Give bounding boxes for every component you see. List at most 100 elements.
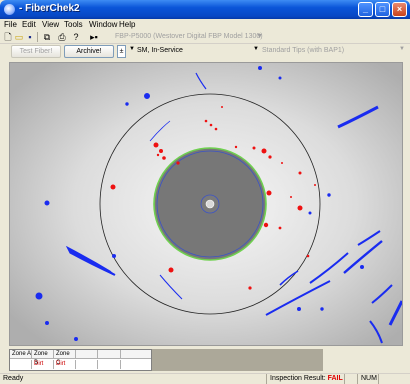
contact-zone-ring xyxy=(99,93,321,315)
print-icon[interactable]: ⎙ xyxy=(58,32,66,42)
scratch-defect xyxy=(309,252,349,284)
zone-empty-header xyxy=(76,350,98,359)
dirt-particle xyxy=(144,93,150,99)
status-bar: Ready Inspection Result: FAIL NUM xyxy=(0,373,410,384)
dirt-particle xyxy=(248,286,252,290)
zone-c-result: Dirt xyxy=(54,360,76,369)
maximize-button[interactable]: □ xyxy=(375,2,390,17)
tips-value[interactable]: Standard Tips (with BAP1) xyxy=(262,47,345,54)
probe-model-select[interactable]: FBP-P5000 (Westover Digital FBP Model 13… xyxy=(113,31,265,43)
scratch-defect xyxy=(279,270,299,286)
zone-b-header: Zone B xyxy=(32,350,54,366)
dirt-particle xyxy=(297,205,303,211)
status-pane-divider xyxy=(378,374,379,384)
test-fiber-button[interactable]: Test Fiber! xyxy=(11,45,61,58)
zone-a-result xyxy=(10,360,32,369)
probe-icon[interactable]: ▸▪ xyxy=(90,32,98,42)
chevron-down-icon[interactable]: ▼ xyxy=(399,46,405,52)
fiber-endface-image xyxy=(10,63,402,345)
scratch-defect xyxy=(149,120,171,142)
num-lock-indicator: NUM xyxy=(361,375,377,382)
dirt-particle xyxy=(74,337,78,341)
dirt-particle xyxy=(258,66,262,70)
zone-empty-result xyxy=(98,360,121,369)
dirt-particle xyxy=(234,145,238,149)
scratch-defect xyxy=(89,260,116,276)
dirt-particle xyxy=(308,211,312,215)
title-bar: - FiberChek2 _ □ × xyxy=(0,0,410,19)
dirt-particle xyxy=(112,254,116,258)
dirt-particle xyxy=(360,265,364,269)
scratch-defect xyxy=(369,320,383,344)
app-icon[interactable] xyxy=(4,4,15,15)
zone-empty-result xyxy=(76,360,98,369)
scratch-defect xyxy=(371,284,393,304)
dirt-particle xyxy=(314,184,316,186)
copy-icon[interactable]: ⧉ xyxy=(43,32,51,42)
status-pane-divider xyxy=(344,374,345,384)
scratch-defect xyxy=(265,280,331,316)
dirt-particle xyxy=(320,307,324,311)
inspection-toolbar: Test Fiber! Archive! ± ▼ SM, In-Service … xyxy=(0,44,410,59)
menu-bar: File Edit View Tools Window Help xyxy=(0,19,410,30)
scratch-defect xyxy=(159,274,183,300)
zone-empty-header xyxy=(98,350,121,359)
new-icon[interactable]: 🗋 xyxy=(4,32,12,42)
dirt-particle xyxy=(298,171,302,175)
inspection-result-label: Inspection Result: xyxy=(270,375,326,382)
menu-window[interactable]: Window xyxy=(89,20,118,29)
dirt-particle xyxy=(268,155,272,159)
dirt-particle xyxy=(44,200,50,206)
scratch-defect xyxy=(388,300,402,326)
tips-dropdown-icon[interactable]: ▼ xyxy=(253,46,259,52)
dirt-particle xyxy=(209,123,213,127)
zone-grid-empty-area xyxy=(152,349,323,371)
save-icon[interactable]: ▪ xyxy=(28,32,32,42)
menu-edit[interactable]: Edit xyxy=(22,20,36,29)
menu-tools[interactable]: Tools xyxy=(64,20,83,29)
dirt-particle xyxy=(278,226,282,230)
fiber-type-value[interactable]: SM, In-Service xyxy=(137,47,183,54)
dirt-particle xyxy=(110,184,116,190)
dirt-particle xyxy=(176,161,180,165)
scratch-defect xyxy=(337,105,379,129)
fiber-type-dropdown-icon[interactable]: ▼ xyxy=(129,46,135,52)
inspection-result: Inspection Result: FAIL xyxy=(270,375,343,382)
dirt-particle xyxy=(162,156,166,160)
fiber-image-viewer[interactable] xyxy=(9,62,403,346)
toolbar-separator xyxy=(37,32,38,42)
cladding-inner-ring xyxy=(156,150,264,258)
open-icon[interactable]: ▭ xyxy=(14,32,24,42)
dirt-particle xyxy=(204,119,208,123)
zone-results-table: Zone A Zone B Zone C Dirt Dirt xyxy=(9,349,152,371)
dirt-particle xyxy=(278,76,282,80)
close-button[interactable]: × xyxy=(392,2,407,17)
defects-blue xyxy=(35,66,402,344)
dirt-particle xyxy=(290,196,292,198)
dirt-particle xyxy=(156,153,160,157)
zone-empty-header xyxy=(121,350,151,359)
dirt-particle xyxy=(159,149,163,153)
status-pane-divider xyxy=(266,374,267,384)
dirt-particle xyxy=(263,222,269,228)
dirt-particle xyxy=(45,321,49,325)
window-title: - FiberChek2 xyxy=(19,3,80,14)
dirt-particle xyxy=(214,127,218,131)
dirt-particle xyxy=(327,193,331,197)
archive-button[interactable]: Archive! xyxy=(64,45,114,58)
help-icon[interactable]: ? xyxy=(73,32,79,42)
dirt-particle xyxy=(297,307,301,311)
probe-model-value: FBP-P5000 (Westover Digital FBP Model 13… xyxy=(115,33,263,40)
inspection-result-value: FAIL xyxy=(327,375,343,382)
menu-help[interactable]: Help xyxy=(119,20,136,29)
scratch-defect xyxy=(357,230,381,246)
menu-file[interactable]: File xyxy=(4,20,17,29)
dirt-particle xyxy=(168,267,174,273)
dirt-particle xyxy=(35,292,43,300)
dirt-particle xyxy=(281,162,283,164)
fiber-type-spinner[interactable]: ± xyxy=(117,45,126,58)
dirt-particle xyxy=(252,146,256,150)
menu-view[interactable]: View xyxy=(42,20,60,29)
status-pane-divider xyxy=(357,374,358,384)
minimize-button[interactable]: _ xyxy=(358,2,373,17)
